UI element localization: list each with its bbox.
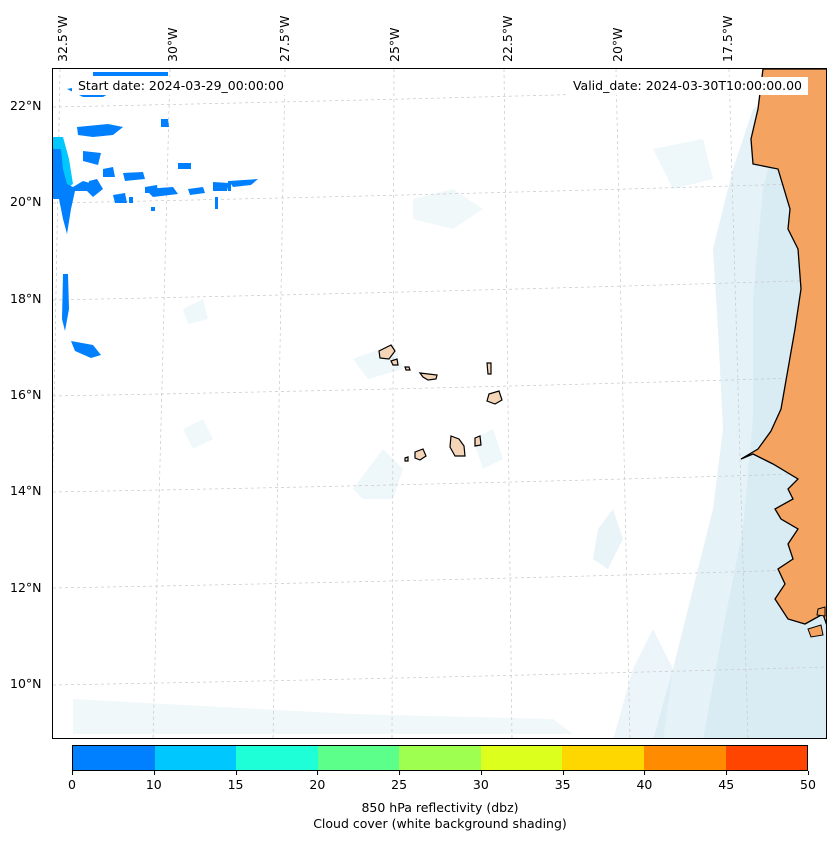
start-date-label: Start date: 2024-03-29_00:00:00	[72, 77, 290, 95]
colorbar-segment	[317, 746, 400, 770]
valid-date-label: Valid_date: 2024-03-30T10:00:00.00	[566, 77, 808, 95]
colorbar-label: 850 hPa reflectivity (dbz)	[361, 800, 519, 815]
lat-label: 12°N	[10, 580, 42, 595]
colorbar-segment	[643, 746, 726, 770]
cloud-cover-shading	[73, 70, 826, 738]
lon-label: 25°W	[387, 27, 402, 62]
lon-label: 17.5°W	[720, 15, 735, 62]
lon-label: 22.5°W	[500, 15, 515, 62]
colorbar-caption: 850 hPa reflectivity (dbz) Cloud cover (…	[72, 800, 808, 832]
colorbar-tick: 15	[228, 771, 244, 792]
colorbar-segment	[399, 746, 481, 770]
lat-label: 22°N	[10, 98, 42, 113]
africa-coastline	[740, 69, 826, 626]
colorbar-tick: 30	[473, 771, 489, 792]
colorbar-tick: 45	[718, 771, 734, 792]
colorbar-tick: 35	[555, 771, 571, 792]
colorbar-segment	[236, 746, 318, 770]
map-panel	[52, 68, 827, 739]
cape-verde-islands	[378, 344, 503, 462]
colorbar-tick: 0	[68, 771, 76, 792]
colorbar-segment	[725, 746, 808, 770]
lon-label: 20°W	[610, 27, 625, 62]
colorbar-tick: 10	[146, 771, 162, 792]
map-canvas	[53, 69, 826, 738]
coastal-islands	[807, 606, 826, 638]
colorbar	[72, 745, 808, 771]
colorbar-segment	[562, 746, 644, 770]
lat-label: 10°N	[10, 676, 42, 691]
lat-label: 18°N	[10, 291, 42, 306]
lat-label: 20°N	[10, 194, 42, 209]
colorbar-sublabel: Cloud cover (white background shading)	[313, 816, 567, 831]
colorbar-segment	[73, 746, 155, 770]
colorbar-ticks: 0 10 15 20 25 30 35 40 45 50	[68, 771, 816, 792]
reflectivity-shading	[53, 72, 258, 358]
colorbar-tick: 40	[636, 771, 652, 792]
lon-label: 30°W	[165, 27, 180, 62]
colorbar-tick: 25	[391, 771, 407, 792]
colorbar-tick: 50	[800, 771, 816, 792]
lon-label: 32.5°W	[55, 15, 70, 62]
lat-label: 14°N	[10, 483, 42, 498]
lat-label: 16°N	[10, 387, 42, 402]
colorbar-segment	[154, 746, 237, 770]
lon-label: 27.5°W	[277, 15, 292, 62]
graticule	[53, 69, 826, 738]
colorbar-segment	[480, 746, 563, 770]
colorbar-tick: 20	[309, 771, 325, 792]
